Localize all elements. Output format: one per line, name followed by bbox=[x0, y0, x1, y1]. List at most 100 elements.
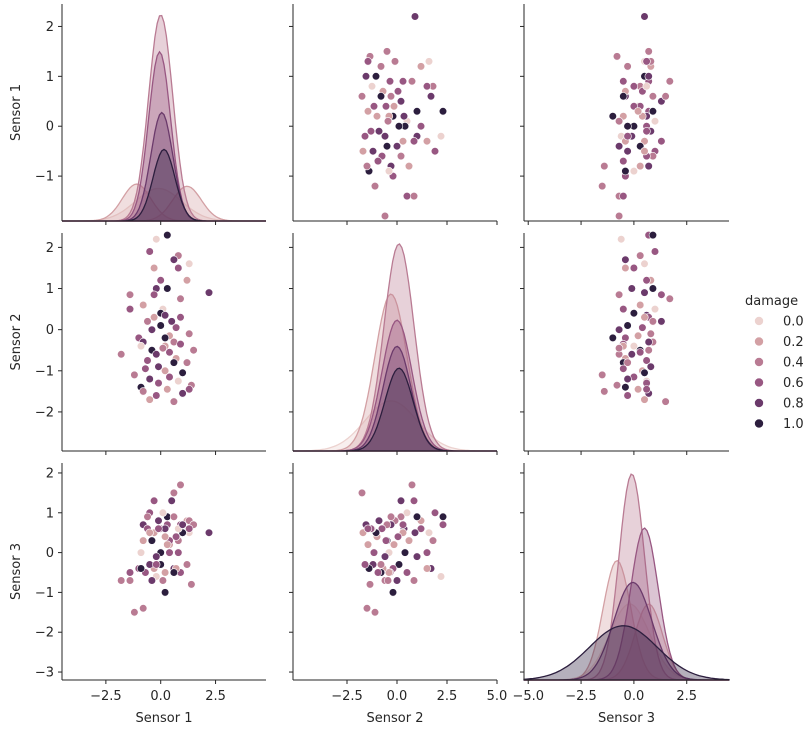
scatter-point-13 bbox=[648, 284, 658, 293]
scatter-point-1 bbox=[438, 520, 448, 529]
scatter-point-13 bbox=[412, 107, 422, 116]
scatter-point-35 bbox=[176, 340, 185, 349]
y-tick-label: 2 bbox=[46, 20, 54, 35]
scatter-point-42 bbox=[117, 576, 126, 585]
x-tick-label: 5.0 bbox=[487, 689, 508, 704]
y-tick-label: −2 bbox=[35, 405, 54, 420]
scatter-point-49 bbox=[161, 532, 170, 541]
scatter-point-49 bbox=[161, 366, 170, 375]
scatter-point-38 bbox=[382, 47, 392, 56]
scatter-point-63 bbox=[357, 92, 367, 101]
panel-r1-c3 bbox=[520, 4, 729, 225]
scatter-point-8 bbox=[422, 564, 432, 573]
scatter-point-65 bbox=[383, 576, 393, 585]
scatter-point-28 bbox=[614, 142, 624, 151]
legend-label-0.0: 0.0 bbox=[783, 315, 804, 330]
scatter-point-61 bbox=[360, 132, 370, 141]
scatter-point-14 bbox=[204, 528, 214, 537]
scatter-point-9 bbox=[629, 263, 639, 273]
scatter-point-45 bbox=[376, 92, 386, 101]
scatter-point-62 bbox=[145, 528, 154, 537]
panel-r2-c2 bbox=[289, 233, 498, 455]
scatter-point-66 bbox=[657, 290, 666, 299]
scatter-point-57 bbox=[621, 167, 630, 176]
scatter-point-58 bbox=[633, 107, 643, 116]
scatter-point-58 bbox=[163, 385, 172, 394]
scatter-point-52 bbox=[369, 548, 379, 557]
scatter-point-2 bbox=[648, 231, 658, 240]
scatter-point-63 bbox=[661, 397, 670, 406]
scatter-point-59 bbox=[362, 604, 372, 613]
scatter-point-27 bbox=[172, 323, 181, 332]
scatter-point-40 bbox=[381, 102, 391, 111]
scatter-point-16 bbox=[407, 480, 417, 490]
legend-label-1.0: 1.0 bbox=[783, 417, 804, 432]
scatter-point-55 bbox=[366, 127, 376, 136]
scatter-point-18 bbox=[402, 508, 412, 517]
scatter-point-34 bbox=[644, 337, 653, 347]
scatter-point-48 bbox=[373, 568, 383, 577]
scatter-point-56 bbox=[187, 580, 196, 589]
scatter-point-32 bbox=[608, 112, 617, 121]
y-axis-label-1: Sensor 1 bbox=[9, 84, 24, 141]
scatter-point-6 bbox=[621, 255, 630, 264]
scatter-point-54 bbox=[174, 377, 183, 386]
scatter-point-36 bbox=[384, 568, 394, 577]
scatter-point-61 bbox=[623, 132, 632, 141]
scatter-point-45 bbox=[169, 568, 178, 577]
x-tick-label: 2.5 bbox=[205, 689, 226, 704]
scatter-point-38 bbox=[644, 47, 653, 56]
y-tick-label: 0 bbox=[46, 120, 54, 135]
legend-marker-0.2 bbox=[754, 336, 764, 347]
scatter-point-64 bbox=[185, 524, 194, 533]
scatter-point-25 bbox=[396, 152, 406, 161]
scatter-point-51 bbox=[370, 608, 380, 617]
scatter-point-46 bbox=[376, 560, 386, 569]
scatter-point-17 bbox=[139, 536, 148, 545]
scatter-point-46 bbox=[623, 358, 632, 367]
y-tick-label: 1 bbox=[46, 506, 54, 521]
scatter-point-45 bbox=[169, 358, 178, 367]
scatter-point-63 bbox=[169, 397, 178, 406]
scatter-point-26 bbox=[156, 321, 165, 330]
scatter-point-11 bbox=[156, 276, 165, 285]
scatter-point-47 bbox=[154, 516, 163, 525]
scatter-point-3 bbox=[617, 235, 626, 244]
scatter-point-64 bbox=[642, 57, 651, 66]
scatter-point-28 bbox=[147, 576, 156, 585]
scatter-point-62 bbox=[358, 147, 368, 156]
scatter-point-14 bbox=[410, 528, 420, 537]
scatter-point-51 bbox=[130, 608, 139, 617]
scatter-point-38 bbox=[644, 346, 653, 355]
scatter-point-28 bbox=[392, 576, 402, 585]
scatter-point-20 bbox=[400, 548, 410, 557]
scatter-point-50 bbox=[178, 368, 187, 377]
scatter-point-24 bbox=[167, 496, 176, 505]
scatter-point-60 bbox=[178, 520, 187, 529]
scatter-point-55 bbox=[154, 524, 163, 533]
legend-label-0.6: 0.6 bbox=[783, 376, 804, 391]
scatter-point-53 bbox=[623, 374, 632, 384]
scatter-point-9 bbox=[174, 548, 183, 557]
scatter-point-47 bbox=[374, 127, 384, 136]
scatter-point-4 bbox=[636, 251, 645, 260]
scatter-point-7 bbox=[424, 528, 434, 537]
scatter-point-10 bbox=[416, 62, 426, 71]
scatter-point-22 bbox=[398, 77, 408, 86]
scatter-point-37 bbox=[136, 342, 146, 351]
scatter-point-48 bbox=[619, 157, 628, 166]
scatter-point-59 bbox=[600, 162, 609, 171]
panel-r3-c3: −5.0 −2.5 0.0 2.5 bbox=[512, 463, 730, 704]
scatter-point-52 bbox=[165, 372, 174, 382]
scatter-point-48 bbox=[619, 364, 628, 373]
scatter-point-24 bbox=[396, 496, 406, 505]
y-tick-label: 0 bbox=[46, 546, 54, 561]
scatter-point-11 bbox=[416, 122, 426, 131]
scatter-point-15 bbox=[125, 290, 135, 299]
scatter-point-15 bbox=[125, 576, 135, 585]
scatter-point-19 bbox=[125, 568, 135, 577]
scatter-point-55 bbox=[154, 379, 163, 388]
scatter-point-41 bbox=[152, 350, 161, 359]
scatter-point-65 bbox=[158, 344, 167, 353]
scatter-point-7 bbox=[424, 57, 434, 66]
